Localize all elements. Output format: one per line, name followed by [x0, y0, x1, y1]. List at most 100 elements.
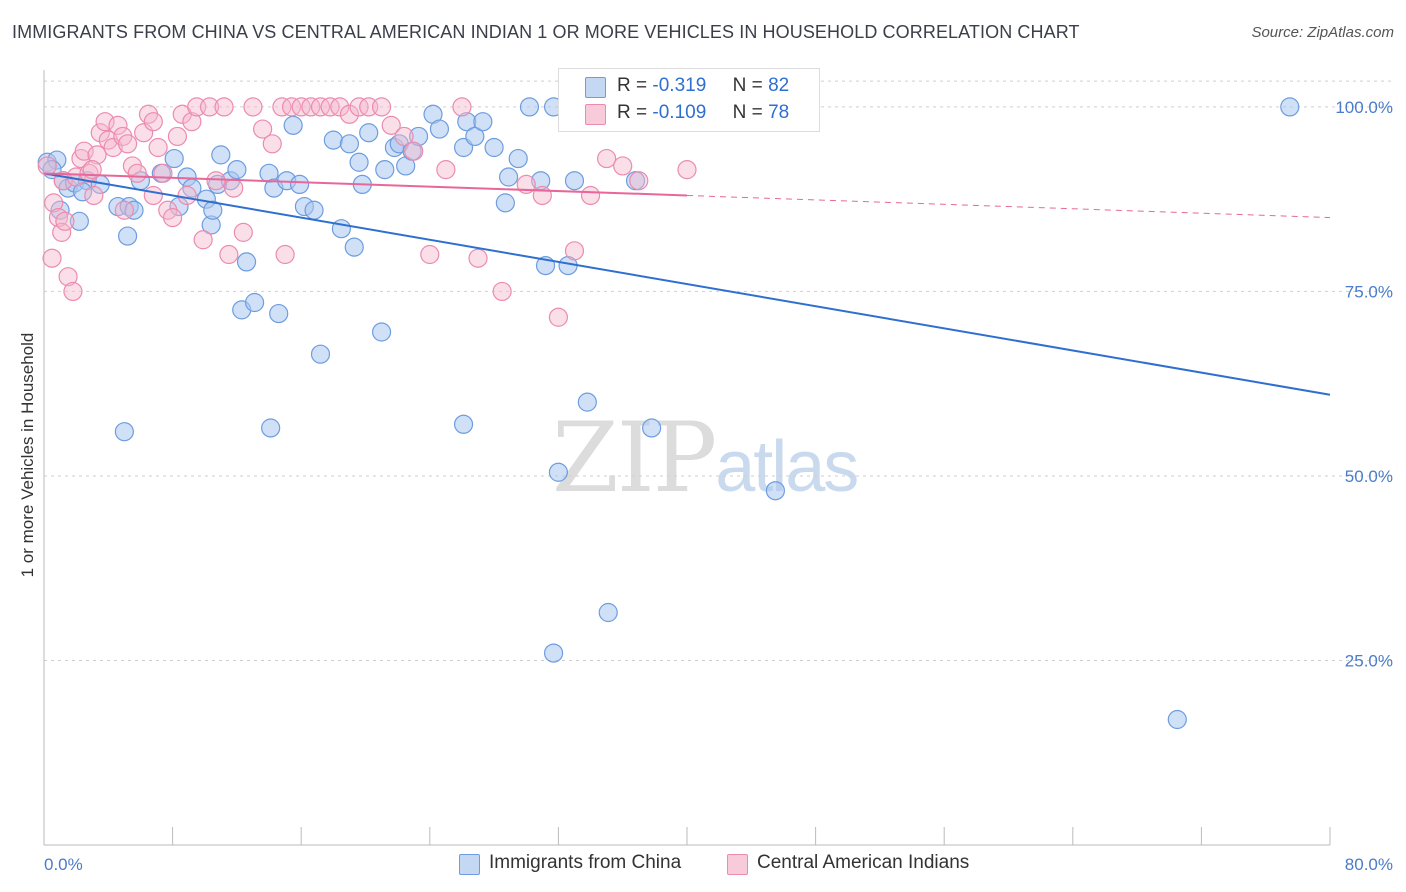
central-american-point — [177, 185, 197, 206]
china-point — [1280, 97, 1300, 117]
china-point — [642, 418, 662, 438]
china-point — [375, 160, 395, 180]
central-american-point — [219, 244, 239, 265]
central-american-point — [243, 97, 263, 117]
central-american-point — [468, 248, 488, 268]
central-american-point — [452, 97, 472, 117]
central-american-point — [532, 185, 552, 206]
central-american-point — [79, 163, 99, 183]
central-american-point — [143, 185, 163, 206]
china-point — [564, 171, 585, 191]
central-american-trend-line-dashed — [686, 194, 1331, 219]
central-american-point — [117, 134, 138, 154]
central-american-trend-line — [43, 172, 688, 197]
central-american-point — [613, 156, 633, 176]
x-tick-label: 0.0% — [44, 855, 83, 874]
legend-swatch-pink — [585, 104, 606, 125]
central-american-point — [371, 97, 392, 117]
china-point — [577, 392, 597, 412]
central-american-point — [42, 248, 62, 268]
china-point — [484, 137, 504, 158]
correlation-legend: R = -0.319 N = 82 R = -0.109 N = 78 — [558, 68, 820, 132]
china-point — [359, 123, 379, 143]
china-point — [50, 200, 70, 220]
central-american-point — [63, 281, 83, 302]
central-american-point — [148, 137, 168, 158]
central-american-point — [629, 171, 649, 191]
central-american-point — [163, 208, 183, 228]
legend-r-value: -0.319 — [652, 75, 707, 96]
central-american-point — [214, 97, 234, 117]
bottom-legend-swatch-pink — [727, 854, 748, 875]
central-american-point — [597, 148, 617, 169]
central-american-point — [182, 112, 202, 132]
central-american-point — [114, 200, 134, 220]
china-point — [331, 219, 351, 239]
central-american-point — [90, 123, 110, 143]
central-american-point — [291, 97, 311, 117]
china-point — [498, 167, 519, 187]
bottom-legend-label: Immigrants from China — [489, 852, 682, 873]
central-american-point — [233, 222, 253, 242]
central-american-point — [55, 211, 75, 231]
y-tick-label: 50.0% — [1345, 467, 1393, 486]
central-american-point — [492, 281, 512, 302]
central-american-point — [143, 112, 163, 132]
china-point — [519, 97, 540, 117]
china-point — [344, 237, 364, 257]
trend-lines — [43, 172, 1331, 396]
china-point — [508, 148, 528, 169]
legend-n-label: N = — [732, 75, 763, 96]
central-american-point — [275, 244, 295, 265]
legend-n-value: 78 — [768, 102, 790, 123]
central-american-point — [564, 241, 585, 261]
china-point — [473, 112, 493, 132]
central-american-point — [262, 134, 282, 154]
bottom-legend-label: Central American Indians — [757, 852, 970, 873]
y-tick-label: 25.0% — [1345, 651, 1393, 670]
china-point — [164, 148, 184, 169]
legend-r-value: -0.109 — [652, 102, 707, 123]
central-american-point — [134, 123, 154, 143]
china-point — [598, 602, 618, 623]
china-point — [227, 160, 247, 180]
central-american-point — [95, 112, 115, 132]
watermark-atlas: atlas — [715, 427, 859, 507]
central-american-point — [103, 137, 123, 158]
china-point — [69, 211, 89, 231]
china-point — [203, 200, 223, 220]
bottom-legend-central-american: Central American Indians — [727, 852, 997, 876]
central-american-point — [420, 244, 440, 265]
china-point — [261, 418, 281, 438]
source-label: Source: ZipAtlas.com — [1251, 24, 1394, 41]
china-point — [269, 303, 289, 324]
central-american-point — [127, 163, 147, 183]
china-point — [349, 152, 369, 172]
china-point — [310, 344, 331, 364]
central-american-point — [320, 97, 340, 117]
central-american-point — [167, 126, 188, 147]
china-point — [408, 126, 429, 147]
legend-r-label: R = — [617, 102, 648, 123]
x-tick-label: 80.0% — [1345, 855, 1393, 874]
china-point — [1167, 709, 1187, 730]
china-point — [114, 422, 134, 442]
central-american-point — [199, 97, 220, 117]
central-american-point — [339, 104, 360, 124]
china-point — [244, 292, 265, 313]
y-tick-label: 100.0% — [1335, 98, 1393, 117]
china-point — [339, 134, 360, 154]
china-point — [543, 643, 564, 663]
china-point — [124, 200, 144, 220]
central-american-point — [580, 185, 601, 206]
central-american-point — [253, 119, 273, 139]
china-point — [465, 126, 485, 147]
legend-r-label: R = — [617, 75, 648, 96]
central-american-point — [108, 115, 128, 135]
central-american-point — [206, 171, 226, 191]
legend-n-value: 82 — [768, 75, 790, 96]
bottom-legend-swatch-blue — [459, 854, 480, 875]
china-point — [211, 145, 231, 165]
china-point — [117, 226, 138, 246]
